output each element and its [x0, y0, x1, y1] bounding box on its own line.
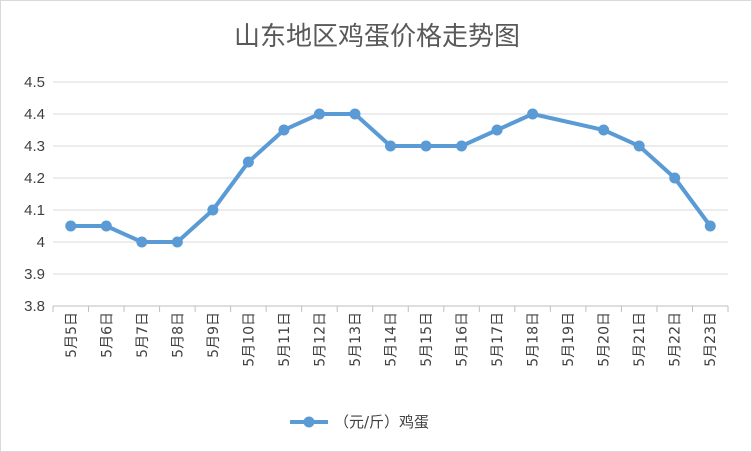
x-tick-label: 5月6日 — [99, 312, 115, 358]
y-tick-label: 4.3 — [24, 138, 45, 155]
data-point — [669, 172, 681, 184]
gridlines — [53, 81, 728, 275]
legend-entry-label: （元/斤）鸡蛋 — [334, 413, 429, 431]
series-line — [68, 112, 713, 244]
data-point — [633, 140, 645, 152]
data-point — [491, 124, 503, 136]
data-point — [598, 124, 610, 136]
data-point — [242, 156, 254, 168]
y-tick-label: 4.4 — [24, 106, 45, 123]
series-line-layer — [65, 108, 716, 248]
x-tick-label: 5月15日 — [419, 312, 435, 367]
x-tick-label: 5月8日 — [170, 312, 186, 358]
x-tick-label: 5月21日 — [632, 312, 648, 367]
x-tick-label: 5月22日 — [668, 312, 684, 367]
data-point — [207, 204, 219, 216]
x-tick-label: 5月18日 — [526, 312, 542, 367]
x-tick-label: 5月17日 — [490, 312, 506, 367]
data-point — [313, 108, 325, 120]
data-point — [349, 108, 361, 120]
y-tick-label: 4.2 — [24, 170, 45, 187]
data-point — [65, 220, 77, 232]
x-tick-label: 5月12日 — [312, 312, 328, 367]
data-point — [704, 220, 716, 232]
y-tick-label: 3.9 — [24, 266, 45, 283]
y-tick-label: 4.5 — [24, 74, 45, 91]
x-tick-label: 5月20日 — [597, 312, 613, 367]
y-tick-label: 3.8 — [24, 298, 45, 315]
x-tick-label: 5月11日 — [277, 312, 293, 367]
data-point — [136, 236, 148, 248]
x-tick-label: 5月9日 — [206, 312, 222, 358]
data-point — [171, 236, 183, 248]
x-tick-label: 5月23日 — [703, 312, 719, 367]
x-axis-tick-labels: 5月5日 5月6日 5月7日 5月8日 5月9日 5月10日 5月11日 5月12日 5月13日… — [64, 312, 719, 367]
chart-title: 山东地区鸡蛋价格走势图 — [234, 22, 520, 52]
y-tick-label: 4.1 — [24, 202, 45, 219]
data-point — [385, 140, 396, 152]
x-axis — [52, 305, 729, 312]
x-tick-label: 5月14日 — [384, 312, 400, 367]
data-point — [100, 220, 112, 232]
data-point — [420, 140, 432, 152]
x-tick-label: 5月5日 — [64, 312, 80, 358]
y-axis-tick-labels: 3.8 3.9 4 4.1 4.2 4.3 4.4 4.5 — [24, 74, 45, 315]
data-point — [278, 124, 290, 136]
y-tick-label: 4 — [37, 234, 45, 251]
x-tick-label: 5月19日 — [561, 312, 577, 367]
x-tick-label: 5月13日 — [348, 312, 364, 367]
legend-marker-swatch — [303, 416, 315, 428]
x-tick-label: 5月16日 — [455, 312, 471, 367]
legend: （元/斤）鸡蛋 — [290, 413, 429, 431]
x-tick-label: 5月7日 — [135, 312, 151, 358]
x-tick-label: 5月10日 — [241, 312, 257, 367]
data-point — [527, 108, 539, 120]
data-point — [456, 140, 468, 152]
